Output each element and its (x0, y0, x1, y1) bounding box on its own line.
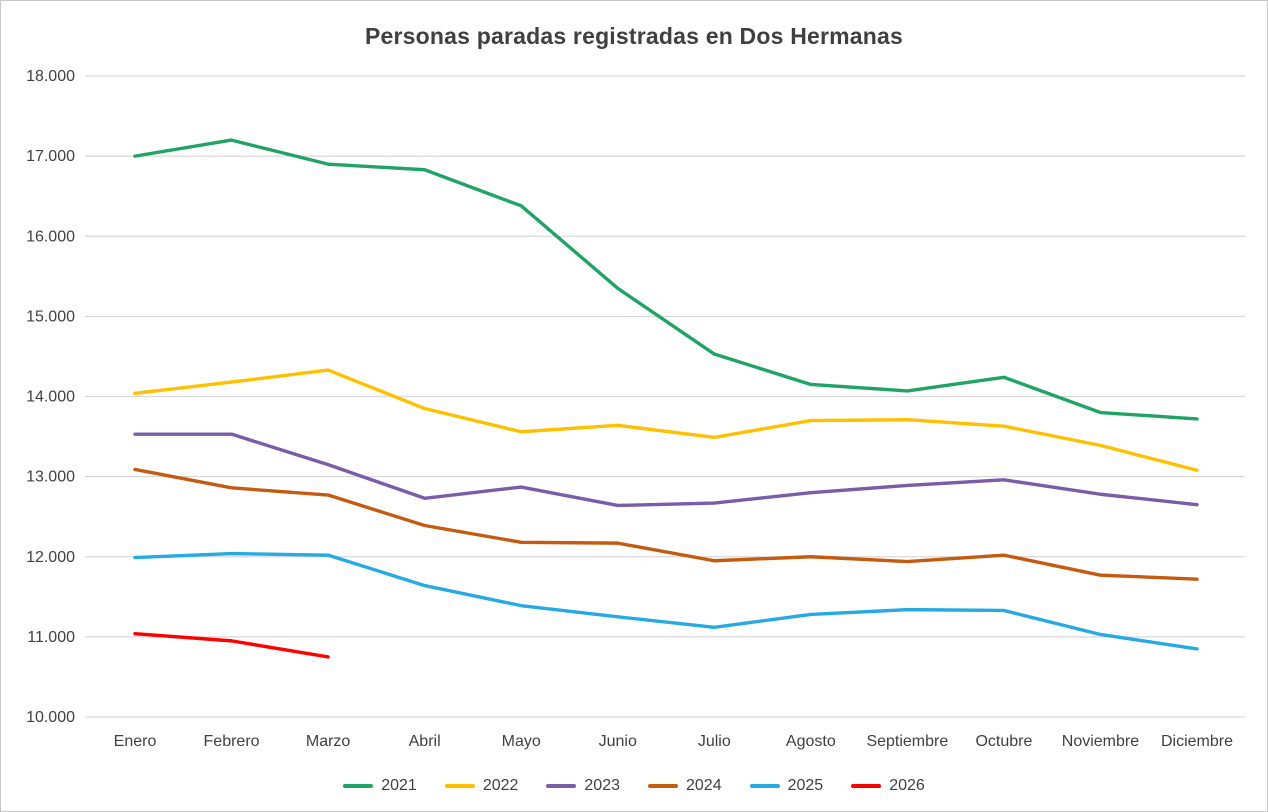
x-tick-label: Abril (409, 733, 441, 750)
legend-swatch-2026 (851, 784, 882, 788)
series-line-2023 (133, 432, 1199, 508)
legend-label: 2023 (584, 777, 620, 794)
legend-item-2026: 2026 (851, 777, 925, 795)
x-tick-label: Agosto (786, 733, 836, 750)
x-tick-label: Septiembre (866, 733, 948, 750)
chart-legend: 2021 2022 2023 2024 2025 2026 (1, 777, 1267, 795)
x-tick-label: Noviembre (1062, 733, 1139, 750)
legend-swatch-2021 (343, 784, 374, 788)
legend-label: 2026 (889, 777, 925, 794)
series-line-2022 (133, 368, 1199, 472)
legend-swatch-2023 (546, 784, 577, 788)
x-tick-label: Mayo (502, 733, 541, 750)
legend-item-2025: 2025 (749, 777, 824, 795)
y-tick-label: 14.000 (26, 389, 75, 406)
series-line-2025 (133, 551, 1199, 651)
legend-item-2022: 2022 (444, 777, 519, 795)
y-tick-label: 12.000 (26, 549, 75, 566)
legend-label: 2025 (787, 777, 824, 794)
series-line-2024 (133, 467, 1199, 581)
x-tick-label: Febrero (204, 733, 260, 750)
y-tick-label: 15.000 (26, 308, 75, 325)
x-tick-label: Julio (698, 733, 731, 750)
legend-label: 2024 (686, 777, 722, 794)
legend-swatch-2025 (749, 784, 780, 788)
y-tick-label: 18.000 (26, 68, 75, 85)
y-tick-label: 11.000 (27, 629, 75, 646)
series-line-2021 (133, 138, 1199, 421)
y-tick-label: 10.000 (26, 709, 75, 726)
legend-label: 2021 (381, 777, 417, 794)
x-tick-label: Octubre (975, 733, 1032, 750)
x-tick-label: Enero (114, 733, 157, 750)
legend-item-2024: 2024 (648, 777, 722, 795)
legend-item-2021: 2021 (343, 777, 417, 795)
x-tick-label: Diciembre (1161, 733, 1233, 750)
x-tick-label: Marzo (306, 733, 351, 750)
legend-swatch-2024 (648, 784, 678, 788)
legend-swatch-2022 (444, 784, 475, 788)
chart-title: Personas paradas registradas en Dos Herm… (364, 23, 904, 49)
y-tick-label: 13.000 (26, 469, 75, 486)
legend-item-2023: 2023 (546, 777, 620, 795)
y-tick-label: 17.000 (26, 148, 75, 165)
x-tick-label: Junio (599, 733, 637, 750)
series-line-2026 (133, 631, 330, 659)
y-tick-label: 16.000 (26, 228, 75, 245)
legend-label: 2022 (482, 777, 519, 794)
